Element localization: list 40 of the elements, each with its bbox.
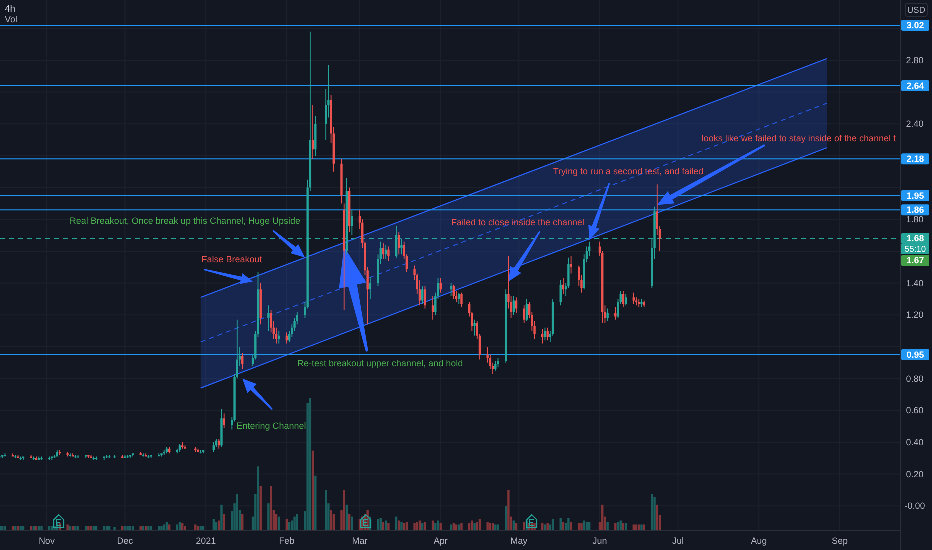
x-tick-label: Jul [672, 536, 684, 546]
y-axis-title: USD [908, 5, 926, 15]
x-tick-label: Apr [434, 536, 448, 546]
text: 55:10 [904, 244, 926, 254]
y-tick-label: 1.40 [906, 278, 924, 288]
x-tick-label: Sep [832, 536, 848, 546]
y-tick-label: 0.40 [906, 437, 924, 448]
annotation: False Breakout [202, 254, 263, 265]
ref-line-label: 3.02 [906, 20, 924, 30]
y-tick-label: 2.40 [906, 119, 924, 130]
ref-line-label: 2.64 [906, 80, 924, 91]
y-tick-label: 1.20 [906, 310, 924, 320]
x-tick-label: Aug [751, 536, 768, 546]
y-tick-label: 1.80 [906, 214, 924, 225]
ref-line-label: 1.95 [906, 190, 924, 201]
chart-title: Vol [5, 14, 18, 24]
text: 1.67 [906, 256, 924, 266]
y-tick-label: 0.60 [906, 406, 924, 416]
x-tick-label: Mar [352, 536, 368, 546]
y-tick-label: 0.20 [906, 469, 924, 480]
x-tick-label: Dec [117, 536, 134, 546]
annotation: Real Breakout, Once break up this Channel, Huge Upside [70, 216, 301, 226]
x-tick-label: Feb [279, 536, 295, 546]
annotation: Entering Channel [236, 420, 306, 431]
x-tick-label: 2021 [196, 536, 216, 546]
x-tick-label: May [510, 536, 528, 546]
ref-line-label: 0.95 [906, 350, 924, 360]
y-tick-label: -0.00 [904, 501, 926, 512]
chart-title: 4h [5, 4, 16, 14]
x-tick-label: Nov [38, 536, 56, 546]
ref-line-label: 2.18 [906, 154, 924, 164]
ref-line-label: 1.86 [906, 205, 924, 216]
annotation: Failed to close inside the channel [451, 218, 585, 228]
y-tick-label: 0.80 [906, 374, 924, 384]
ref-line-label: 1.68 [906, 234, 924, 244]
annotation: Trying to run a second test, and failed [553, 166, 704, 176]
annotation: looks like we failed to stay inside of the channel t [702, 133, 896, 144]
y-tick-label: 2.80 [906, 55, 924, 66]
x-tick-label: Jun [592, 536, 608, 546]
annotation: Re-test breakout upper channel, and hold [297, 358, 464, 369]
